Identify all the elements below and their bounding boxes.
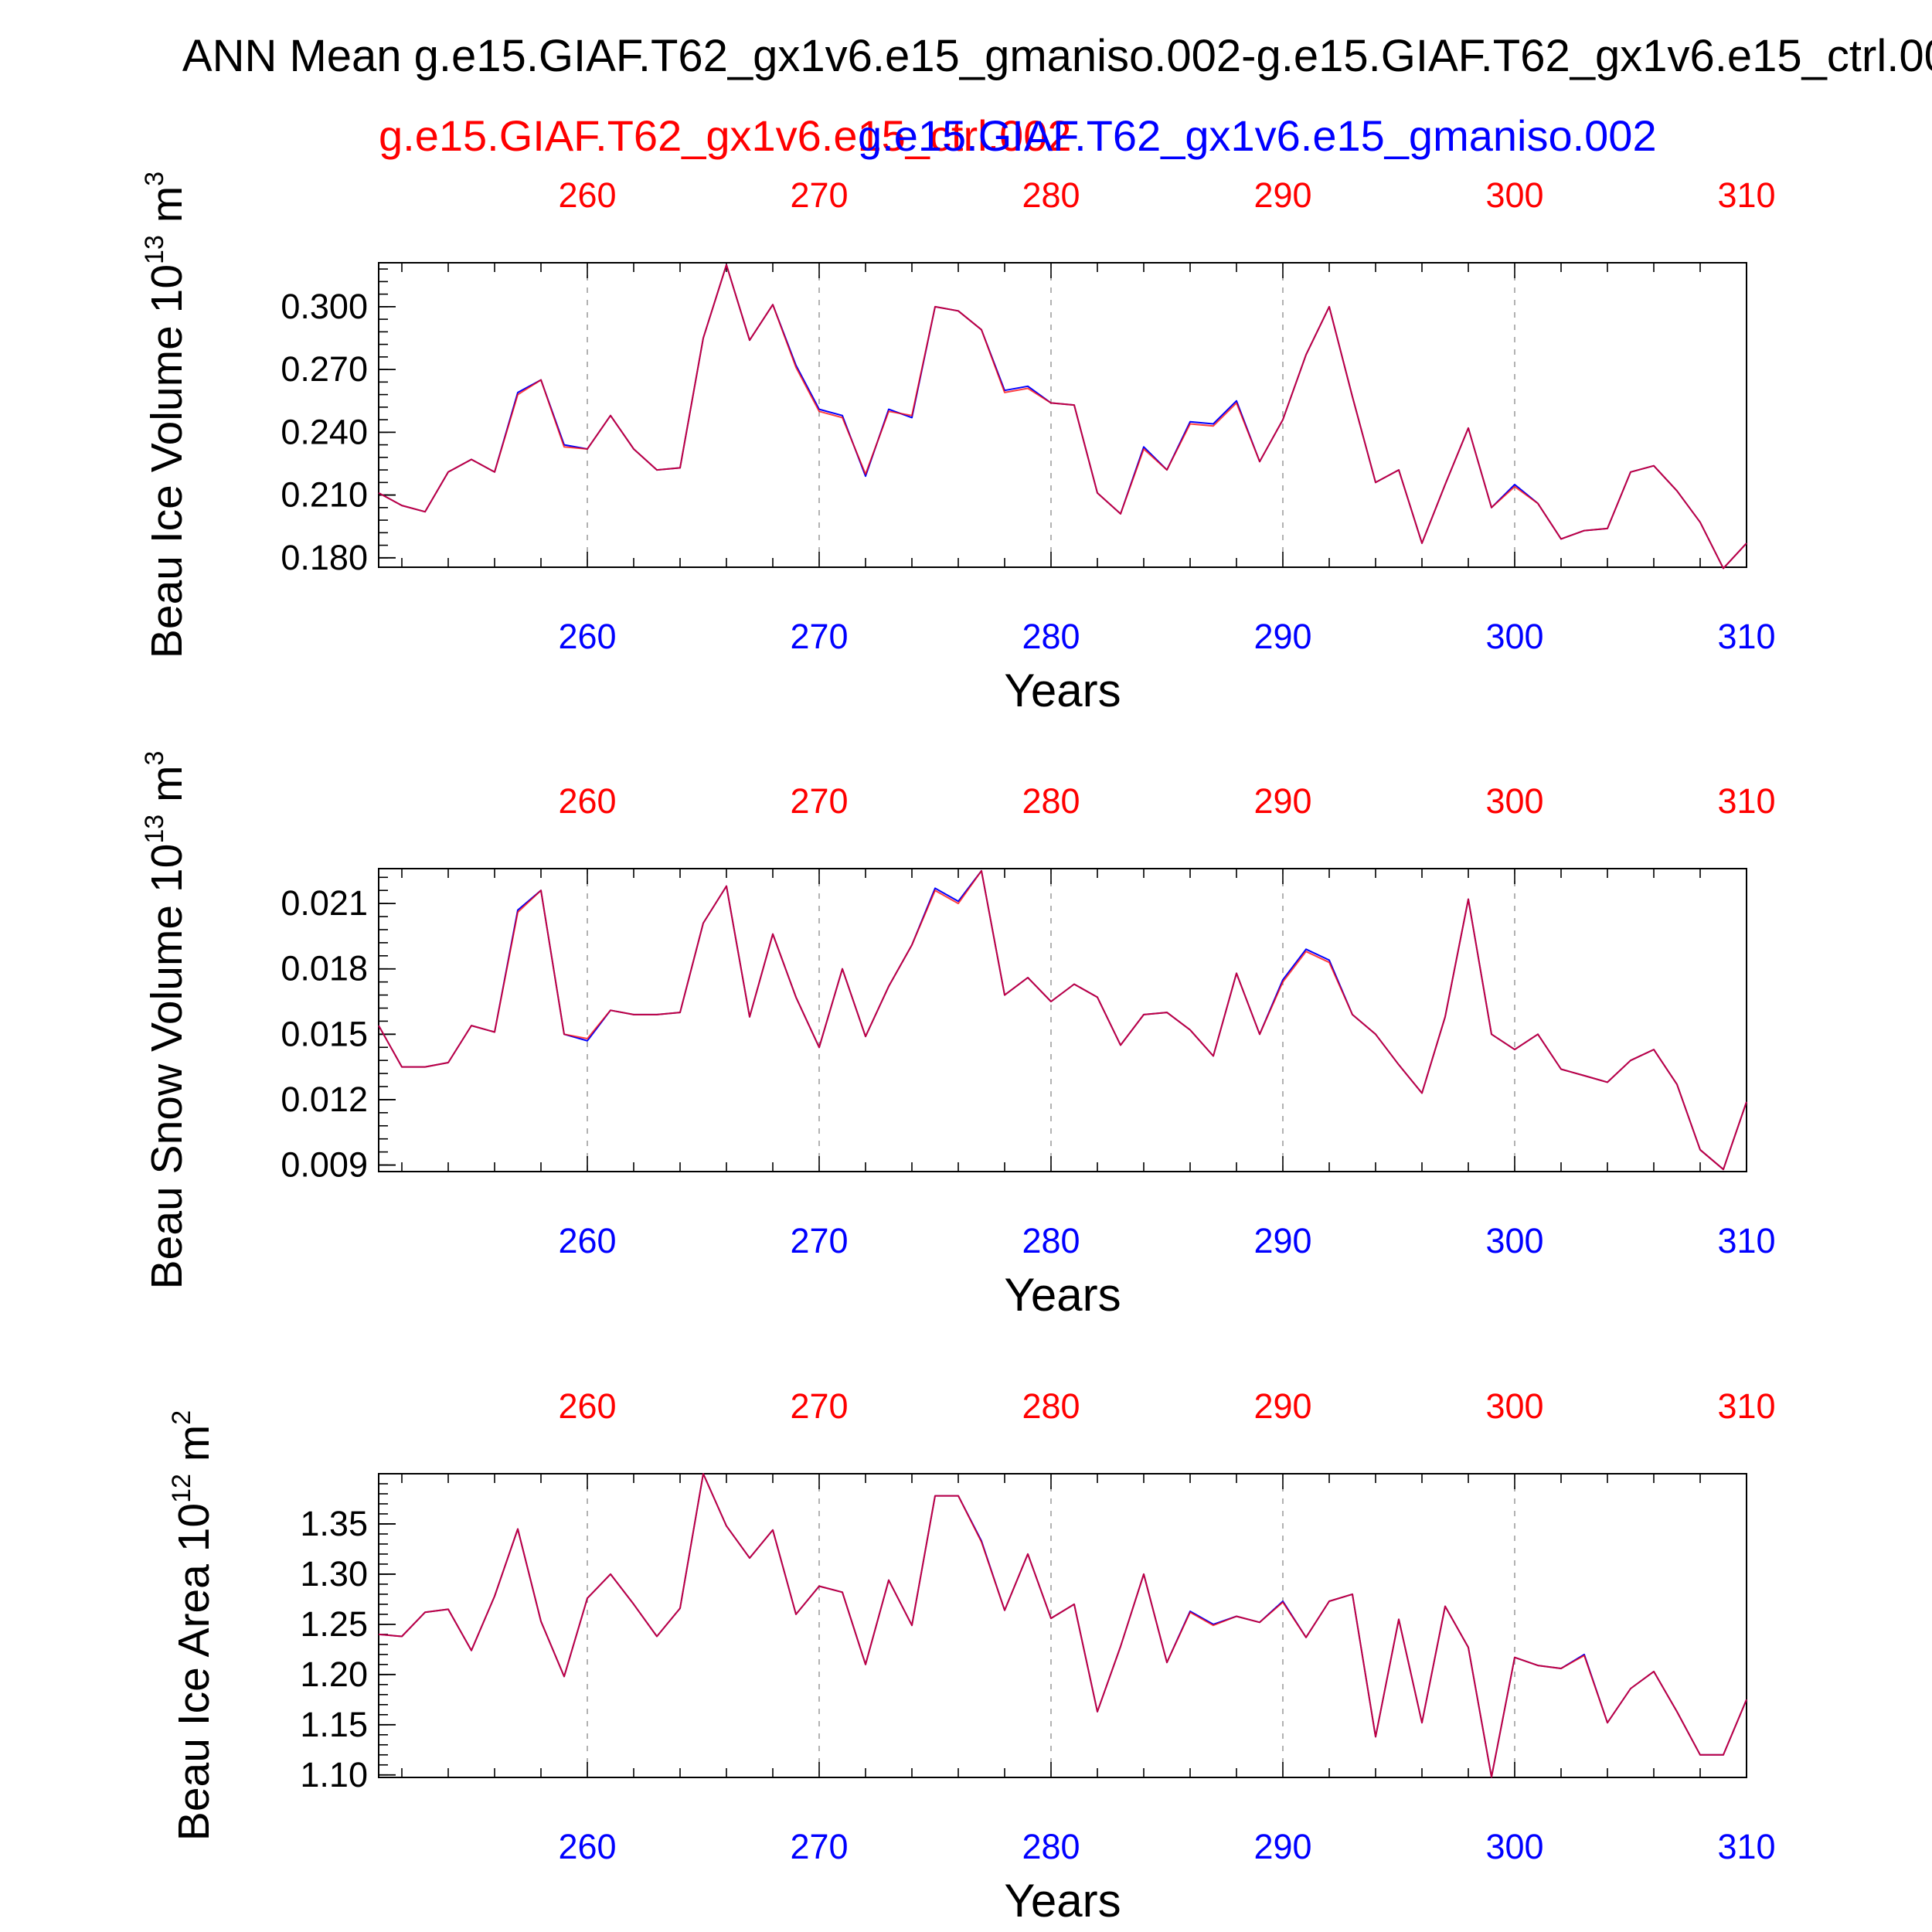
y-tick-label: 1.30	[300, 1554, 368, 1594]
plot-frame	[378, 262, 1747, 568]
y-tick-label: 0.012	[281, 1080, 368, 1119]
y-tick-label: 0.180	[281, 538, 368, 577]
x-tick-label-bottom: 280	[1022, 617, 1080, 656]
y-tick-label: 0.009	[281, 1145, 368, 1185]
y-axis-label: Beau Ice Volume 1013 m3	[140, 172, 192, 658]
y-tick-label: 0.210	[281, 475, 368, 515]
x-tick-label-bottom: 270	[790, 1827, 848, 1866]
y-tick-label: 0.300	[281, 287, 368, 326]
x-tick-label-bottom: 270	[790, 1221, 848, 1260]
x-tick-label-bottom: 310	[1717, 1221, 1775, 1260]
y-label-exponent: 12	[167, 1474, 196, 1503]
y-label-text: Beau Ice Area 10	[169, 1503, 219, 1841]
x-tick-label-bottom: 270	[790, 617, 848, 656]
panels: 0.180 0.210 0.240 0.270 0.300 260 260 270 270 280…	[140, 172, 1776, 1927]
plot-frame	[378, 868, 1747, 1172]
series-line	[378, 264, 1747, 570]
x-tick-label-top: 300	[1485, 175, 1543, 215]
x-tick-label-top: 310	[1717, 175, 1775, 215]
x-tick-label-top: 310	[1717, 1386, 1775, 1426]
x-tick-label-top: 280	[1022, 781, 1080, 821]
x-tick-label-top: 280	[1022, 175, 1080, 215]
series-line	[378, 1473, 1747, 1778]
plot-frame	[378, 1473, 1747, 1778]
y-tick-label: 0.015	[281, 1014, 368, 1053]
series-ctrl	[378, 264, 1747, 570]
series-line	[378, 869, 1747, 1171]
x-tick-label-bottom: 280	[1022, 1827, 1080, 1866]
y-label-unit-exponent: 2	[167, 1410, 196, 1425]
figure-title: ANN Mean g.e15.GIAF.T62_gx1v6.e15_gmanis…	[182, 31, 1932, 81]
series-line	[378, 264, 1747, 570]
y-label-unit-exponent: 3	[140, 172, 169, 186]
x-tick-label-top: 280	[1022, 1386, 1080, 1426]
x-tick-label-bottom: 260	[558, 617, 616, 656]
x-tick-label-bottom: 310	[1717, 617, 1775, 656]
y-label-unit-exponent: 3	[140, 751, 169, 766]
subtitle-gmaniso: g.e15.GIAF.T62_gx1v6.e15_gmaniso.002	[858, 111, 1657, 160]
x-tick-label-top: 270	[790, 175, 848, 215]
x-tick-label-top: 290	[1253, 781, 1311, 821]
x-tick-label-bottom: 300	[1485, 617, 1543, 656]
series-ctrl	[378, 869, 1747, 1171]
x-tick-label-top: 290	[1253, 1386, 1311, 1426]
y-tick-label: 1.20	[300, 1655, 368, 1694]
x-tick-label-top: 270	[790, 1386, 848, 1426]
x-axis-label: Years	[1004, 665, 1121, 716]
series-line	[378, 1473, 1747, 1778]
y-label-unit: m	[142, 766, 192, 815]
x-tick-label-bottom: 290	[1253, 1827, 1311, 1866]
y-tick-label: 0.270	[281, 349, 368, 389]
x-tick-label-bottom: 280	[1022, 1221, 1080, 1260]
series-gmaniso	[378, 869, 1747, 1171]
y-axis-label: Beau Snow Volume 1013 m3	[140, 751, 192, 1290]
y-label-exponent: 13	[140, 815, 169, 844]
y-label-text: Beau Snow Volume 10	[142, 844, 192, 1290]
x-tick-label-top: 300	[1485, 1386, 1543, 1426]
subtitle-ctrl: g.e15.GIAF.T62_gx1v6.e15_ctrl.002	[379, 111, 1072, 160]
y-tick-label: 1.35	[300, 1504, 368, 1543]
x-tick-label-bottom: 260	[558, 1827, 616, 1866]
series-line	[378, 869, 1747, 1171]
series-gmaniso	[378, 264, 1747, 570]
y-label-unit: m	[169, 1425, 219, 1474]
y-tick-label: 0.240	[281, 412, 368, 451]
y-tick-label: 0.018	[281, 949, 368, 988]
series-gmaniso	[378, 1473, 1747, 1778]
x-tick-label-bottom: 300	[1485, 1221, 1543, 1260]
x-axis-label: Years	[1004, 1269, 1121, 1321]
panel-1: 0.180 0.210 0.240 0.270 0.300 260 260 270 270 280…	[140, 172, 1776, 716]
x-tick-label-bottom: 290	[1253, 617, 1311, 656]
y-tick-label: 1.15	[300, 1705, 368, 1744]
y-label-exponent: 13	[140, 235, 169, 264]
y-tick-label: 1.25	[300, 1604, 368, 1644]
panel-2: 0.009 0.012 0.015 0.018 0.021 260 260 270 270 280…	[140, 751, 1776, 1321]
x-tick-label-bottom: 300	[1485, 1827, 1543, 1866]
x-axis-label: Years	[1004, 1875, 1121, 1927]
x-tick-label-top: 290	[1253, 175, 1311, 215]
y-axis-label: Beau Ice Area 1012 m2	[167, 1410, 219, 1841]
x-tick-label-bottom: 290	[1253, 1221, 1311, 1260]
x-tick-label-bottom: 310	[1717, 1827, 1775, 1866]
x-tick-label-top: 260	[558, 781, 616, 821]
series-ctrl	[378, 1473, 1747, 1778]
y-label-unit: m	[142, 186, 192, 235]
x-tick-label-bottom: 260	[558, 1221, 616, 1260]
y-tick-label: 1.10	[300, 1755, 368, 1794]
x-tick-label-top: 260	[558, 175, 616, 215]
x-tick-label-top: 300	[1485, 781, 1543, 821]
panel-3: 1.10 1.15 1.20 1.25 1.30 1.35 260 260 270 270 280 2…	[167, 1386, 1776, 1927]
y-tick-label: 0.021	[281, 883, 368, 923]
y-label-text: Beau Ice Volume 10	[142, 264, 192, 658]
x-tick-label-top: 270	[790, 781, 848, 821]
x-tick-label-top: 260	[558, 1386, 616, 1426]
x-tick-label-top: 310	[1717, 781, 1775, 821]
